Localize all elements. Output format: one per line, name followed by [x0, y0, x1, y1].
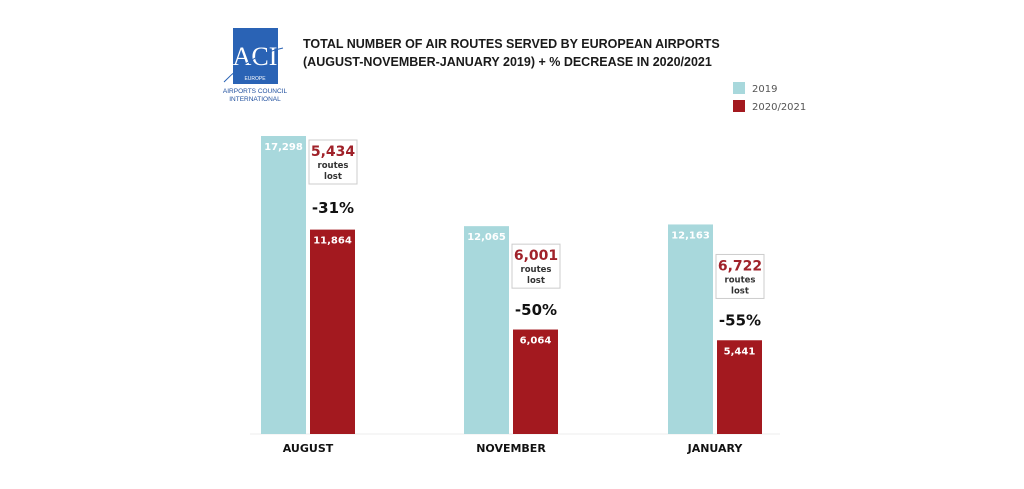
bar-november-2020-2021	[513, 329, 558, 434]
chart-title-line2: (AUGUST-NOVEMBER-JANUARY 2019) + % DECRE…	[303, 55, 712, 69]
routes-lost-sub1: routes	[725, 275, 756, 285]
bar-november-2019	[464, 226, 509, 434]
logo-sub: EUROPE	[244, 76, 266, 82]
routes-lost-sub1: routes	[318, 161, 349, 171]
legend-swatch	[733, 100, 745, 112]
routes-lost-sub2: lost	[324, 172, 342, 182]
routes-lost-box	[308, 139, 358, 185]
bar-january-2019	[668, 224, 713, 434]
routes-lost-sub2: lost	[731, 286, 749, 296]
percent-decrease: -31%	[312, 199, 354, 217]
bar-value-label: 6,064	[520, 336, 552, 347]
chart-title-line1: TOTAL NUMBER OF AIR ROUTES SERVED BY EUR…	[303, 37, 720, 51]
logo-swoosh	[223, 47, 284, 83]
routes-lost-value: 6,722	[718, 258, 762, 274]
bar-value-label: 11,864	[313, 236, 352, 247]
category-label: AUGUST	[283, 442, 334, 455]
routes-lost-box	[715, 253, 765, 299]
bar-value-label: 5,441	[724, 346, 756, 357]
bar-value-label: 12,163	[671, 230, 710, 241]
percent-decrease: -50%	[515, 301, 557, 319]
logo-line1: AIRPORTS COUNCIL	[223, 88, 288, 95]
legend: 2019 2020/2021	[733, 82, 806, 113]
aci-logo: ACI EUROPE AIRPORTS COUNCIL INTERNATIONA…	[223, 28, 288, 103]
routes-lost-sub2: lost	[527, 276, 545, 286]
percent-decrease: -55%	[719, 311, 761, 329]
bar-august-2020-2021	[310, 229, 355, 434]
logo-box	[233, 28, 278, 84]
routes-lost-value: 5,434	[311, 144, 356, 160]
logo-text: ACI	[233, 42, 278, 71]
bar-value-label: 12,065	[467, 232, 506, 243]
legend-label: 2019	[752, 84, 777, 95]
bar-august-2019	[261, 136, 306, 434]
bar-value-label: 17,298	[264, 142, 303, 153]
legend-swatch	[733, 82, 745, 94]
routes-lost-sub1: routes	[521, 265, 552, 275]
bar-january-2020-2021	[717, 340, 762, 434]
routes-lost-value: 6,001	[514, 248, 558, 264]
routes-lost-box	[511, 243, 561, 289]
bars: 17,29811,864AUGUST5,434routeslost-31%12,…	[250, 136, 780, 455]
category-label: JANUARY	[687, 442, 744, 455]
category-label: NOVEMBER	[476, 442, 546, 455]
logo-line2: INTERNATIONAL	[229, 96, 281, 103]
legend-label: 2020/2021	[752, 102, 806, 113]
